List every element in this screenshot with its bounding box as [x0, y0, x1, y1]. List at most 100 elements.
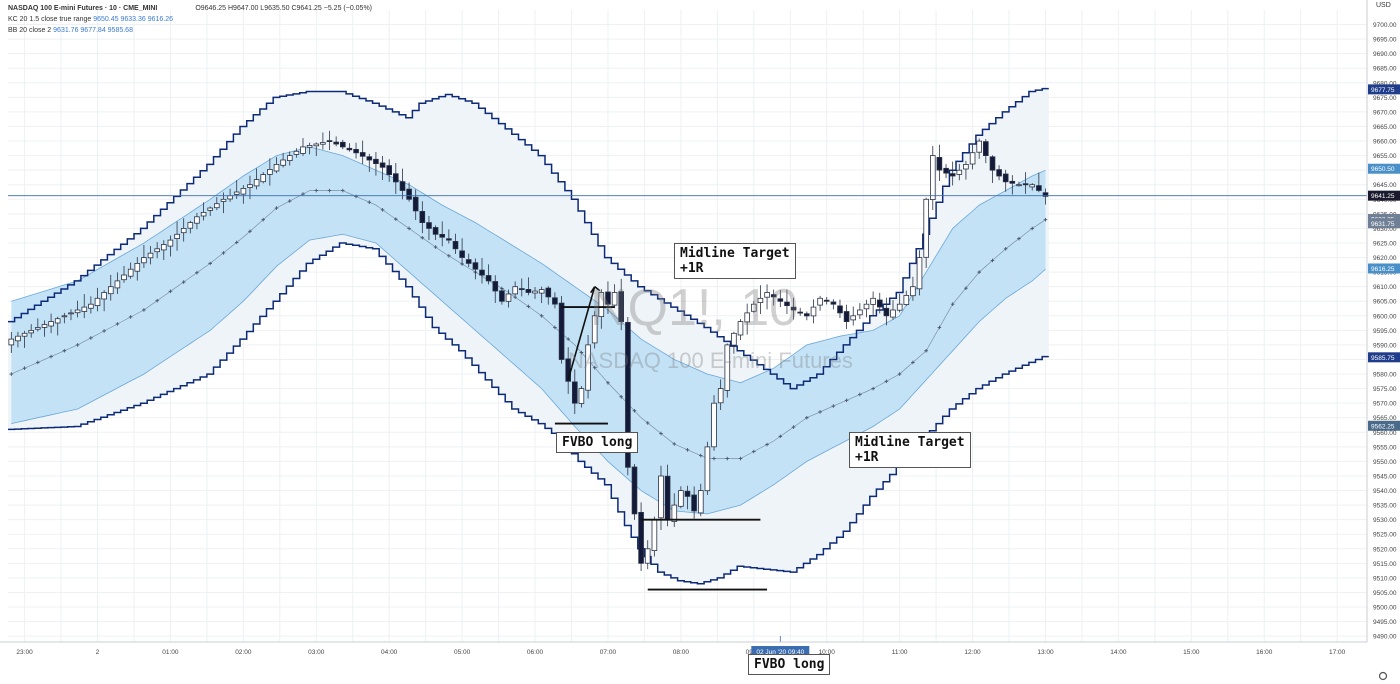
- bearish-candle: [777, 298, 784, 302]
- bullish-candle: [134, 262, 141, 272]
- bullish-candle: [21, 332, 28, 337]
- midline-cross-marker: [698, 453, 703, 458]
- bearish-candle: [943, 167, 949, 174]
- time-tick-label: 15:00: [1183, 649, 1200, 656]
- currency-label: USD: [1376, 2, 1391, 9]
- midline-cross-marker: [420, 235, 425, 240]
- bearish-candle: [784, 301, 790, 307]
- midline-cross-marker: [778, 434, 783, 439]
- time-tick-label: 04:00: [381, 649, 398, 656]
- price-tick-label: 9510.00: [1373, 575, 1397, 582]
- time-tick-label: 06:00: [527, 649, 544, 656]
- price-tick-label: 9670.00: [1373, 109, 1397, 116]
- midline-cross-marker: [394, 217, 398, 221]
- bullish-candle: [817, 297, 823, 306]
- bullish-candle: [857, 309, 863, 316]
- midline-cross-marker: [937, 325, 942, 330]
- price-label-badge: [1368, 420, 1400, 431]
- midline-cross-marker: [990, 258, 995, 263]
- bullish-candle: [956, 169, 963, 175]
- bullish-candle: [260, 174, 266, 183]
- price-tick-label: 9695.00: [1373, 37, 1397, 44]
- bullish-candle: [757, 297, 764, 303]
- bullish-candle: [863, 303, 870, 310]
- bearish-candle: [638, 512, 644, 564]
- midline-cross-marker: [1003, 247, 1008, 251]
- bullish-candle: [8, 338, 15, 346]
- bullish-candle: [678, 490, 684, 507]
- bearish-candle: [399, 181, 406, 191]
- time-tick-label: 05:00: [454, 649, 471, 656]
- bearish-candle: [804, 313, 810, 317]
- bullish-candle: [160, 244, 167, 251]
- bearish-candle: [691, 494, 697, 512]
- midline-cross-marker: [89, 336, 93, 340]
- midline-cross-marker: [62, 348, 67, 353]
- midline-cross-marker: [632, 408, 637, 413]
- bearish-candle: [346, 147, 353, 151]
- price-tick-label: 9645.00: [1373, 182, 1397, 189]
- midline-cross-marker: [553, 325, 557, 330]
- annotation-text: Midline Target: [855, 435, 965, 450]
- price-tick-label: 9685.00: [1373, 66, 1397, 73]
- price-tick-label: 9610.00: [1373, 284, 1397, 291]
- price-tick-label: 9545.00: [1373, 473, 1397, 480]
- bearish-candle: [472, 262, 479, 270]
- price-tick-label: 9690.00: [1373, 51, 1397, 58]
- price-tick-label: 9655.00: [1373, 153, 1397, 160]
- midline-cross-marker: [685, 447, 690, 452]
- bearish-candle: [883, 307, 890, 317]
- time-axis[interactable]: 23:00 2 01:00 02:00 03:00 04:00 05:00 06:00 07:0…: [0, 641, 1400, 684]
- bearish-candle: [1002, 173, 1009, 183]
- price-tick-label: 9560.00: [1373, 430, 1397, 437]
- bullish-candle: [870, 297, 876, 305]
- midline-cross-marker: [181, 280, 186, 284]
- bullish-candle: [88, 303, 94, 309]
- midline-cross-marker: [195, 270, 199, 275]
- bearish-candle: [823, 299, 830, 302]
- bullish-candle: [194, 216, 200, 224]
- bullish-candle: [300, 146, 306, 154]
- bullish-candle: [154, 248, 161, 253]
- price-label-text: 9677.75: [1371, 87, 1395, 94]
- bullish-candle: [651, 519, 658, 552]
- bearish-candle: [558, 302, 565, 360]
- price-tick-label: 9630.00: [1373, 226, 1397, 233]
- bearish-candle: [519, 288, 525, 291]
- midline-cross-marker: [858, 392, 862, 397]
- midline-cross-marker: [526, 304, 531, 309]
- midline-cross-marker: [75, 343, 80, 347]
- midline-cross-marker: [844, 398, 849, 403]
- bullish-candle: [598, 292, 605, 318]
- keltner-channel-area: [11, 146, 1046, 514]
- bullish-candle: [538, 289, 545, 294]
- midline-cross-marker: [115, 322, 120, 326]
- bearish-candle: [770, 294, 777, 298]
- bearish-candle: [1009, 180, 1016, 184]
- midline-cross-marker: [407, 226, 411, 231]
- midline-cross-marker: [619, 394, 624, 399]
- bullish-candle: [585, 344, 591, 391]
- bearish-candle: [386, 165, 392, 176]
- bullish-candle: [61, 315, 68, 318]
- bearish-candle: [459, 250, 465, 258]
- bearish-candle: [949, 173, 956, 177]
- bullish-candle: [180, 227, 187, 234]
- bearish-candle: [339, 141, 346, 148]
- bullish-candle: [731, 332, 737, 346]
- price-tick-label: 9700.00: [1373, 22, 1397, 29]
- midline-cross-marker: [234, 240, 239, 245]
- time-tick-label: 10:00: [819, 649, 836, 656]
- midline-cross-marker: [354, 194, 358, 199]
- price-axis[interactable]: 9490.00 9495.00 9500.00 9505.00 9510.00 9515.…: [1366, 0, 1400, 684]
- bullish-candle: [916, 257, 923, 290]
- time-axis-background: [0, 642, 1400, 684]
- bullish-candle: [512, 286, 518, 295]
- candlesticks: [8, 130, 1049, 571]
- midline-cross-marker: [49, 354, 53, 359]
- midline-cross-marker: [579, 350, 584, 355]
- bullish-candle: [68, 312, 74, 315]
- bearish-candle: [492, 281, 499, 292]
- price-tick-label: 9515.00: [1373, 561, 1397, 568]
